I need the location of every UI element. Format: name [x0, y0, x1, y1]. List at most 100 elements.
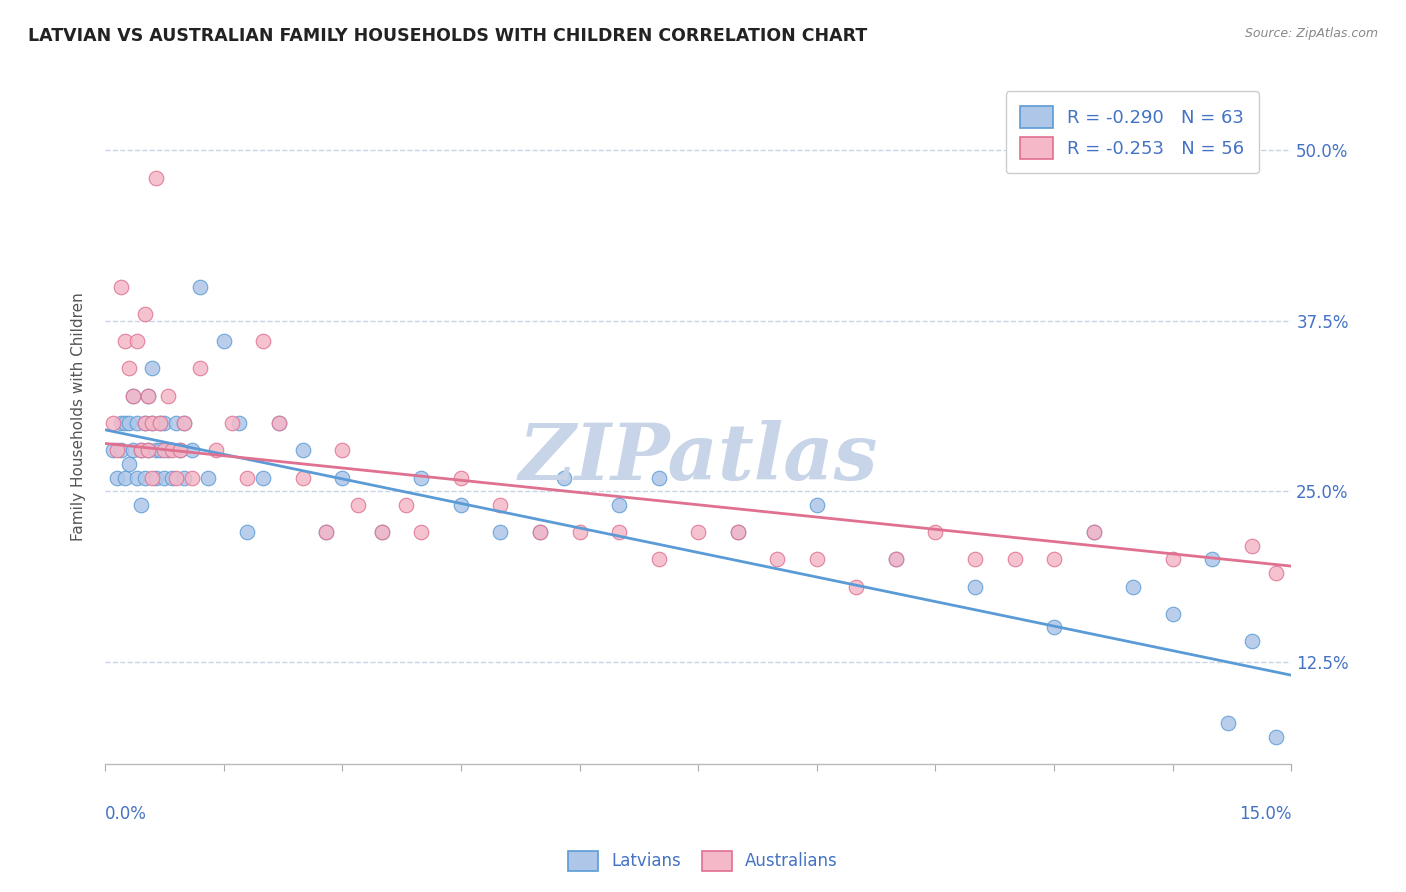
Point	[101, 416, 124, 430]
Point	[204, 443, 226, 458]
Point	[188, 361, 211, 376]
Point	[125, 334, 148, 348]
Point	[1216, 715, 1239, 730]
Point	[181, 470, 204, 484]
Point	[553, 470, 575, 484]
Point	[806, 498, 828, 512]
Point	[129, 443, 152, 458]
Point	[568, 524, 591, 539]
Point	[688, 524, 710, 539]
Point	[529, 524, 551, 539]
Point	[1240, 634, 1263, 648]
Point	[607, 498, 630, 512]
Point	[330, 470, 353, 484]
Point	[173, 416, 195, 430]
Point	[134, 470, 156, 484]
Point	[118, 457, 141, 471]
Point	[1240, 539, 1263, 553]
Point	[173, 470, 195, 484]
Point	[141, 361, 163, 376]
Point	[110, 416, 132, 430]
Point	[1043, 620, 1066, 634]
Point	[141, 416, 163, 430]
Point	[121, 443, 143, 458]
Point	[489, 524, 512, 539]
Point	[267, 416, 290, 430]
Point	[134, 307, 156, 321]
Point	[766, 552, 789, 566]
Point	[153, 443, 176, 458]
Point	[197, 470, 219, 484]
Point	[924, 524, 946, 539]
Point	[1004, 552, 1026, 566]
Point	[118, 361, 141, 376]
Point	[181, 443, 204, 458]
Point	[267, 416, 290, 430]
Point	[188, 279, 211, 293]
Point	[212, 334, 235, 348]
Point	[884, 552, 907, 566]
Point	[129, 498, 152, 512]
Point	[315, 524, 337, 539]
Point	[149, 443, 172, 458]
Point	[160, 443, 183, 458]
Point	[647, 552, 669, 566]
Point	[884, 552, 907, 566]
Point	[727, 524, 749, 539]
Point	[450, 470, 472, 484]
Point	[371, 524, 394, 539]
Point	[221, 416, 243, 430]
Point	[450, 498, 472, 512]
Point	[105, 470, 128, 484]
Point	[394, 498, 416, 512]
Point	[252, 470, 274, 484]
Point	[153, 470, 176, 484]
Point	[1043, 552, 1066, 566]
Point	[160, 470, 183, 484]
Text: 0.0%: 0.0%	[105, 805, 146, 823]
Point	[134, 416, 156, 430]
Point	[129, 443, 152, 458]
Point	[169, 443, 191, 458]
Point	[228, 416, 250, 430]
Legend: Latvians, Australians: Latvians, Australians	[560, 842, 846, 880]
Point	[157, 443, 180, 458]
Y-axis label: Family Households with Children: Family Households with Children	[72, 292, 86, 541]
Point	[1264, 566, 1286, 580]
Point	[330, 443, 353, 458]
Point	[149, 416, 172, 430]
Point	[165, 470, 187, 484]
Point	[411, 470, 433, 484]
Point	[963, 552, 986, 566]
Point	[149, 416, 172, 430]
Point	[121, 389, 143, 403]
Point	[138, 443, 160, 458]
Text: Source: ZipAtlas.com: Source: ZipAtlas.com	[1244, 27, 1378, 40]
Text: 15.0%: 15.0%	[1239, 805, 1291, 823]
Point	[1264, 730, 1286, 744]
Text: LATVIAN VS AUSTRALIAN FAMILY HOUSEHOLDS WITH CHILDREN CORRELATION CHART: LATVIAN VS AUSTRALIAN FAMILY HOUSEHOLDS …	[28, 27, 868, 45]
Point	[963, 580, 986, 594]
Point	[291, 443, 314, 458]
Point	[727, 524, 749, 539]
Point	[110, 443, 132, 458]
Point	[114, 470, 136, 484]
Point	[1161, 607, 1184, 621]
Point	[101, 443, 124, 458]
Point	[141, 416, 163, 430]
Point	[1083, 524, 1105, 539]
Point	[118, 416, 141, 430]
Point	[347, 498, 370, 512]
Point	[1161, 552, 1184, 566]
Point	[157, 389, 180, 403]
Point	[153, 416, 176, 430]
Legend: R = -0.290   N = 63, R = -0.253   N = 56: R = -0.290 N = 63, R = -0.253 N = 56	[1005, 92, 1258, 173]
Point	[489, 498, 512, 512]
Point	[845, 580, 868, 594]
Point	[134, 416, 156, 430]
Point	[173, 416, 195, 430]
Point	[291, 470, 314, 484]
Point	[315, 524, 337, 539]
Point	[371, 524, 394, 539]
Point	[411, 524, 433, 539]
